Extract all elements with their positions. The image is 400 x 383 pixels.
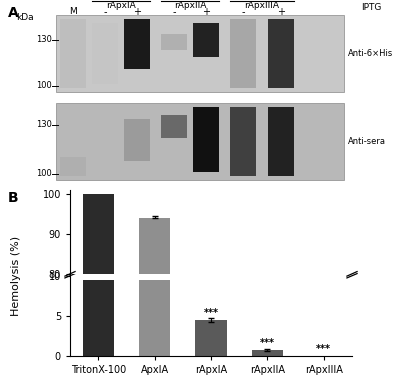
Bar <box>83 193 114 383</box>
Bar <box>230 19 256 88</box>
Text: B: B <box>8 192 19 206</box>
Text: ***: *** <box>204 308 218 318</box>
Text: IPTG: IPTG <box>362 3 382 12</box>
Text: +: + <box>277 7 285 17</box>
Bar <box>124 19 150 69</box>
Text: 100: 100 <box>36 169 52 178</box>
Text: 130: 130 <box>36 120 52 129</box>
Bar <box>92 23 118 84</box>
Text: rApxIIA: rApxIIA <box>174 1 206 10</box>
Bar <box>60 157 86 176</box>
Text: +: + <box>202 7 210 17</box>
Bar <box>56 15 344 92</box>
Text: ***: *** <box>260 338 275 348</box>
Bar <box>83 280 114 356</box>
Text: rApxIA: rApxIA <box>106 1 136 10</box>
Bar <box>92 115 118 176</box>
Text: -: - <box>103 7 107 17</box>
Bar <box>139 280 170 356</box>
Text: Anti-6×His: Anti-6×His <box>348 49 393 58</box>
Text: 130: 130 <box>36 35 52 44</box>
Text: A: A <box>8 6 19 20</box>
Text: ***: *** <box>316 344 331 354</box>
Bar <box>124 119 150 161</box>
Bar <box>161 115 187 138</box>
Bar <box>268 107 294 176</box>
Bar <box>196 320 226 356</box>
Text: Hemolysis (%): Hemolysis (%) <box>11 236 21 316</box>
Bar <box>230 107 256 176</box>
Text: -: - <box>242 7 245 17</box>
Text: 100: 100 <box>36 81 52 90</box>
Text: -: - <box>172 7 176 17</box>
Bar <box>60 19 86 88</box>
Bar <box>268 19 294 88</box>
Bar <box>193 23 219 57</box>
Bar <box>252 350 283 356</box>
Text: +: + <box>133 7 141 17</box>
Text: Anti-sera: Anti-sera <box>348 137 386 146</box>
Bar <box>56 103 344 180</box>
Text: rApxIIIA: rApxIIIA <box>244 1 280 10</box>
Bar <box>161 34 187 50</box>
Text: M: M <box>70 7 77 16</box>
Text: kDa: kDa <box>16 13 34 22</box>
Bar <box>139 218 170 383</box>
Bar <box>193 107 219 172</box>
